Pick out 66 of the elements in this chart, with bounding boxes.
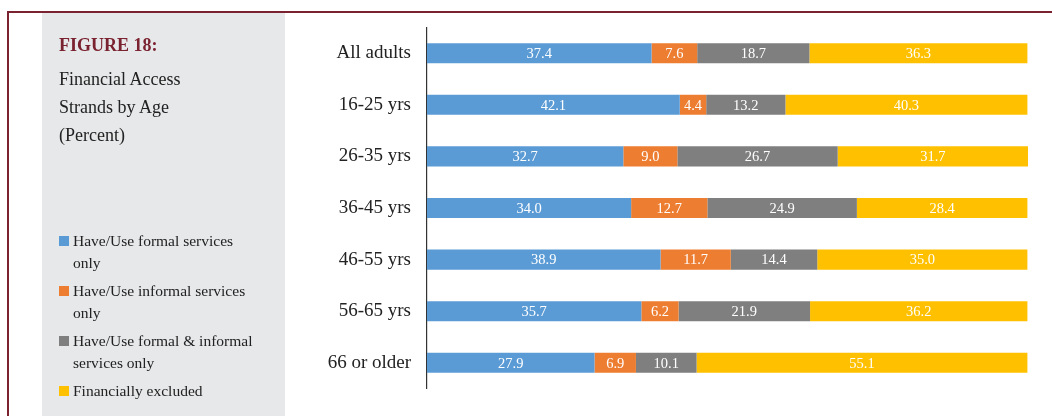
bar xyxy=(707,197,857,219)
text: FIGURE 18: xyxy=(59,35,158,56)
data-label: 24.9 xyxy=(769,199,795,216)
y-tick-label: 56-65 yrs xyxy=(338,299,411,321)
data-label: 21.9 xyxy=(731,303,757,320)
bar xyxy=(641,301,679,322)
bar xyxy=(427,352,595,373)
bar xyxy=(427,301,642,322)
y-tick-label: 66 or older xyxy=(327,350,412,372)
bar xyxy=(427,94,680,115)
data-label: 35.7 xyxy=(521,303,547,320)
data-label: 18.7 xyxy=(740,45,766,62)
y-tick-label: 46-55 yrs xyxy=(338,247,411,269)
bar xyxy=(696,352,1028,373)
bar xyxy=(817,249,1028,270)
legend-label: Have/Use formal services only xyxy=(73,231,235,273)
data-label: 36.2 xyxy=(906,303,932,320)
data-label: 27.9 xyxy=(498,354,524,371)
data-label: 10.1 xyxy=(653,354,679,371)
bar xyxy=(810,301,1028,322)
data-label: 9.0 xyxy=(641,148,660,165)
data-label: 55.1 xyxy=(849,354,875,371)
bar xyxy=(730,249,818,270)
bar xyxy=(856,197,1028,219)
bar xyxy=(635,352,697,373)
y-tick-label: 26-35 yrs xyxy=(338,144,411,166)
bar xyxy=(427,197,632,219)
bar xyxy=(785,94,1028,115)
data-label: 11.7 xyxy=(683,251,709,268)
y-tick-label: All adults xyxy=(336,41,411,63)
data-label: 28.4 xyxy=(929,199,956,216)
bar xyxy=(660,249,731,270)
data-label: 6.9 xyxy=(606,354,625,371)
bar xyxy=(427,146,624,167)
data-label: 32.7 xyxy=(512,148,538,165)
data-label: 26.7 xyxy=(744,148,771,165)
data-label: 34.0 xyxy=(516,199,542,216)
data-label: 36.3 xyxy=(905,45,932,62)
data-label: 40.3 xyxy=(893,96,920,113)
y-tick-label: 16-25 yrs xyxy=(338,92,411,114)
data-label: 12.7 xyxy=(656,199,682,216)
data-label: 35.0 xyxy=(909,251,936,268)
bar xyxy=(809,43,1028,64)
bar xyxy=(706,94,786,115)
bar xyxy=(697,43,810,64)
data-label: 31.7 xyxy=(920,148,946,165)
data-label: 6.2 xyxy=(650,303,670,320)
y-tick-label: 36-45 yrs xyxy=(338,195,411,217)
bar xyxy=(631,197,708,219)
data-label: 42.1 xyxy=(540,96,567,113)
bar xyxy=(427,43,652,64)
bar xyxy=(837,146,1028,167)
data-label: 4.4 xyxy=(683,96,703,113)
legend-label: Financially excluded xyxy=(73,381,203,401)
legend-label: Have/Use informal services only xyxy=(73,281,247,323)
bar xyxy=(427,249,661,270)
data-label: 38.9 xyxy=(531,251,557,268)
legend-label: Have/Use formal & informal services only xyxy=(73,331,254,373)
data-label: 13.2 xyxy=(733,96,759,113)
data-label: 14.4 xyxy=(761,251,788,268)
bar xyxy=(677,146,838,167)
text: Financial Access Strands by Age (Percent) xyxy=(59,68,182,147)
data-label: 37.4 xyxy=(526,45,553,62)
bar xyxy=(678,301,811,322)
data-label: 7.6 xyxy=(665,45,684,62)
bar xyxy=(623,146,678,167)
